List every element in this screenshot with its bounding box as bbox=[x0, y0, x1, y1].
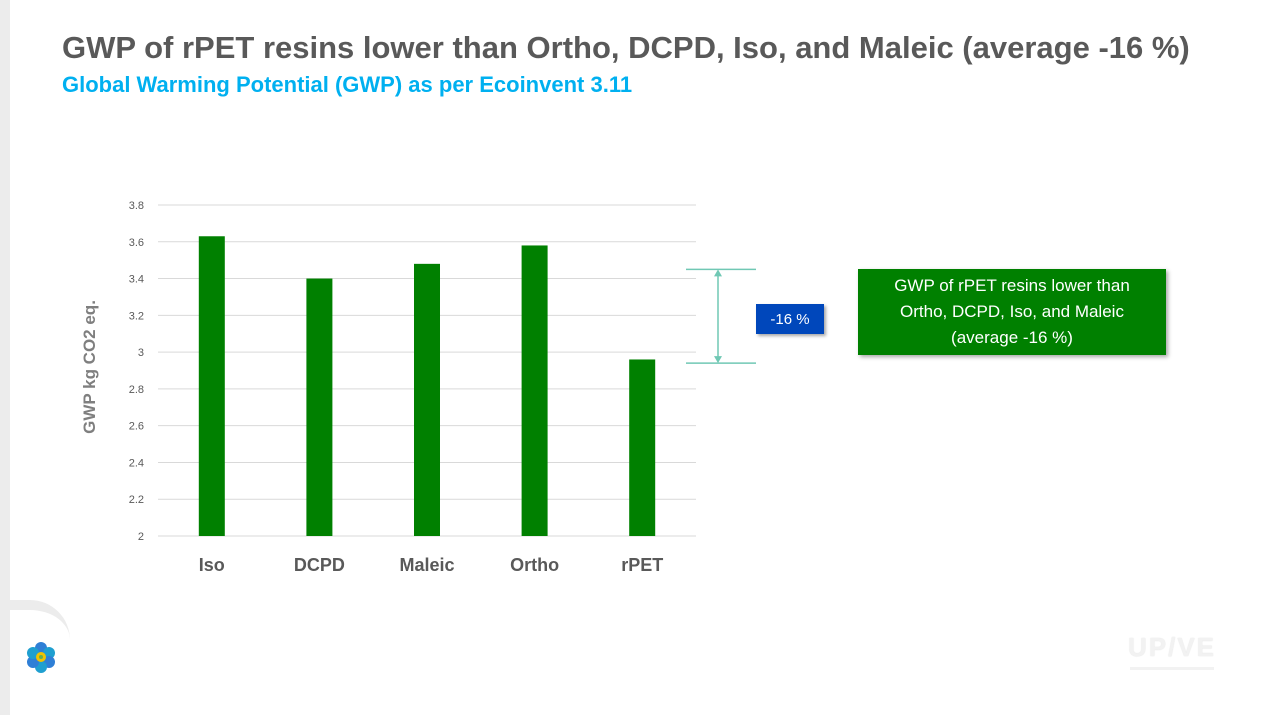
y-tick-label: 3.6 bbox=[129, 237, 144, 249]
callout-box: GWP of rPET resins lower than Ortho, DCP… bbox=[858, 269, 1166, 355]
category-label-maleic: Maleic bbox=[399, 555, 454, 575]
category-label-dcpd: DCPD bbox=[294, 555, 345, 575]
y-tick-label: 2.6 bbox=[129, 421, 144, 433]
left-decorative-rail bbox=[0, 0, 10, 715]
bar-iso bbox=[198, 236, 225, 536]
brand-logo-word: UP/VE bbox=[1127, 632, 1217, 662]
slide-subtitle: Global Warming Potential (GWP) as per Ec… bbox=[62, 72, 633, 97]
bar-dcpd bbox=[306, 278, 333, 536]
difference-badge: -16 % bbox=[756, 304, 824, 334]
bar-rpet bbox=[629, 359, 656, 536]
category-label-rpet: rPET bbox=[621, 555, 663, 575]
slide-title: GWP of rPET resins lower than Ortho, DCP… bbox=[62, 30, 1190, 65]
y-tick-label: 3 bbox=[138, 347, 144, 359]
chart-y-ticks: 2 2.2 2.4 2.6 2.8 3 3.2 3.4 3.6 3.8 bbox=[129, 200, 144, 543]
bracket-arrow-up-icon bbox=[714, 269, 722, 277]
bar-ortho bbox=[521, 245, 548, 536]
category-label-iso: Iso bbox=[199, 555, 225, 575]
y-tick-label: 2 bbox=[138, 531, 144, 543]
chart-bars bbox=[198, 236, 656, 536]
chart-categories: Iso DCPD Maleic Ortho rPET bbox=[199, 555, 663, 575]
y-tick-label: 3.2 bbox=[129, 310, 144, 322]
brand-logo-underline bbox=[1130, 667, 1214, 670]
y-tick-label: 2.8 bbox=[129, 384, 144, 396]
category-label-ortho: Ortho bbox=[510, 555, 559, 575]
bracket-arrow-down-icon bbox=[714, 356, 722, 364]
y-tick-label: 3.4 bbox=[129, 274, 144, 286]
chart-y-axis-label: GWP kg CO2 eq. bbox=[80, 300, 99, 434]
y-tick-label: 3.8 bbox=[129, 200, 144, 212]
y-tick-label: 2.4 bbox=[129, 457, 144, 469]
y-tick-label: 2.2 bbox=[129, 494, 144, 506]
flower-network-icon bbox=[27, 642, 55, 673]
bar-maleic bbox=[414, 263, 440, 536]
difference-bracket bbox=[686, 268, 756, 364]
brand-logo: UP/VE bbox=[1122, 632, 1222, 670]
